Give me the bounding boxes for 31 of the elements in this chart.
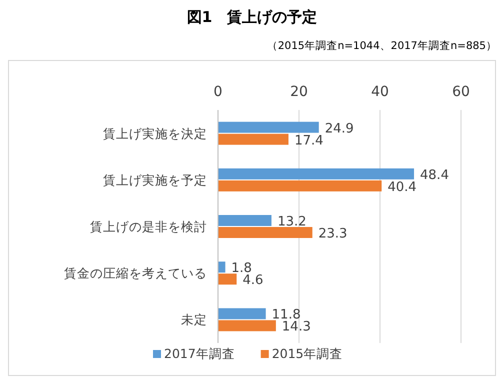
y-tick-label: 未定 [181, 312, 207, 328]
data-label: 24.9 [324, 121, 354, 136]
chart-subtitle: （2015年調査n=1044、2017年調査n=885） [266, 39, 497, 52]
y-tick-label: 賃上げ実施を決定 [103, 126, 207, 141]
bar [218, 308, 266, 320]
bar [218, 215, 272, 226]
legend-label: 2015年調査 [272, 346, 343, 361]
bar [218, 122, 319, 133]
x-tick-label: 40 [371, 84, 389, 100]
y-tick-label: 賃上げの是非を検討 [90, 219, 207, 234]
bar [218, 227, 312, 238]
bar [218, 168, 414, 180]
bar [218, 274, 237, 285]
legend-label: 2017年調査 [164, 346, 235, 361]
data-label: 40.4 [388, 180, 417, 195]
bar [218, 262, 226, 273]
y-tick-label: 賃上げ実施を予定 [103, 172, 207, 188]
data-label: 4.6 [242, 273, 264, 288]
bar [218, 180, 382, 192]
data-label: 23.3 [318, 226, 348, 242]
data-label: 17.4 [294, 133, 324, 148]
bar [218, 134, 288, 145]
bar [218, 320, 276, 332]
data-label: 14.3 [282, 320, 311, 335]
data-label: 13.2 [277, 214, 306, 230]
x-tick-label: 60 [452, 84, 470, 100]
x-tick-label: 0 [214, 84, 222, 100]
chart-title: 図1 賃上げの予定 [186, 8, 318, 26]
x-tick-label: 20 [290, 84, 308, 100]
data-label: 48.4 [420, 168, 449, 183]
y-tick-label: 賃金の圧縮を考えている [64, 266, 207, 281]
